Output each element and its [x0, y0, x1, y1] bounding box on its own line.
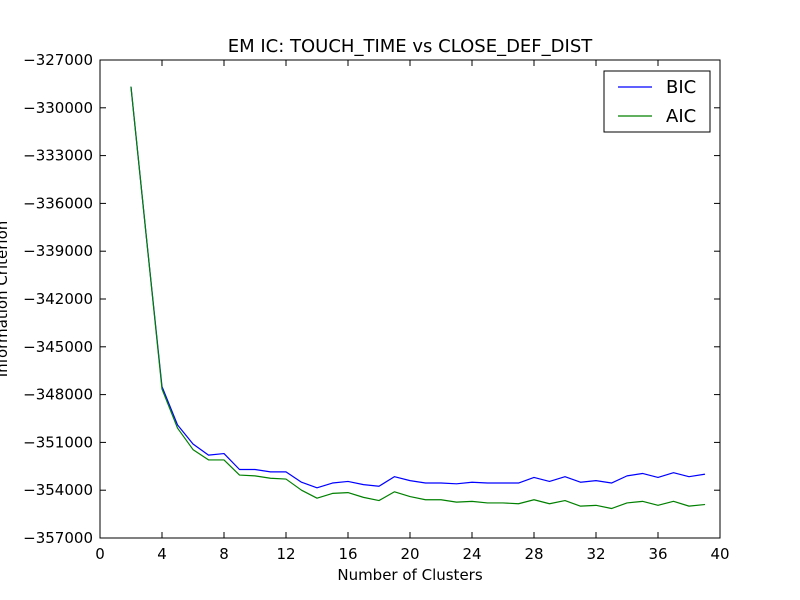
y-tick-label: −345000	[23, 338, 93, 356]
x-tick-label: 12	[276, 545, 295, 563]
tick-layer: 0 4 8 12 16 20 24 28 32 36 40 −357000 −354000 −351000…	[23, 51, 729, 563]
y-tick-label: −330000	[23, 99, 93, 117]
x-axis-title: Number of Clusters	[337, 566, 482, 584]
y-tick-label: −342000	[23, 290, 93, 308]
legend-label-aic: AIC	[666, 106, 696, 127]
y-tick-label: −348000	[23, 386, 93, 404]
x-tick-label: 32	[586, 545, 605, 563]
chart-title: EM IC: TOUCH_TIME vs CLOSE_DEF_DIST	[228, 36, 594, 57]
y-tick-label: −357000	[23, 529, 93, 547]
x-tick-label: 40	[710, 545, 729, 563]
legend-frame	[603, 70, 711, 133]
series-layer	[130, 86, 706, 510]
x-tick-label: 20	[400, 545, 419, 563]
y-tick-label: −336000	[23, 194, 93, 212]
x-tick-label: 16	[338, 545, 357, 563]
y-tick-label: −351000	[23, 433, 93, 451]
x-tick-label: 24	[462, 545, 481, 563]
plot-area: 0 4 8 12 16 20 24 28 32 36 40 −357000 −354000 −351000…	[23, 51, 729, 563]
y-tick-label: −354000	[23, 481, 93, 499]
y-tick-label: −333000	[23, 147, 93, 165]
y-tick-label: −327000	[23, 51, 93, 69]
x-tick-label: 36	[648, 545, 667, 563]
legend-label-bic: BIC	[666, 77, 696, 98]
x-tick-label: 4	[157, 545, 167, 563]
x-tick-label: 0	[95, 545, 105, 563]
x-tick-label: 8	[219, 545, 229, 563]
x-tick-label: 28	[524, 545, 543, 563]
chart-legend: BIC AIC	[603, 70, 711, 133]
series-line-bic	[130, 86, 706, 489]
series-line-aic	[130, 86, 706, 510]
y-tick-label: −339000	[23, 242, 93, 260]
y-axis-title: Information Criterion	[0, 221, 11, 378]
